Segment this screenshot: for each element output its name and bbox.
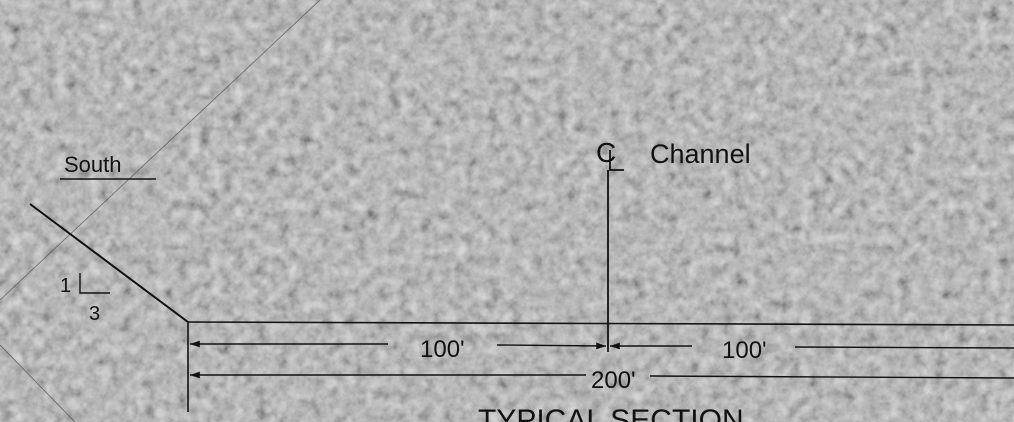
- slope-run: 3: [89, 303, 100, 325]
- section-title: TYPICAL SECTION: [478, 404, 744, 422]
- centerline-symbol: C: [596, 137, 616, 168]
- dim-left-text: 100': [420, 336, 465, 363]
- dim-total-text: 200': [591, 367, 636, 394]
- dim-right-text: 100': [722, 337, 767, 364]
- slope-rise: 1: [60, 275, 71, 297]
- south-label: South: [64, 152, 122, 177]
- channel-label: Channel: [650, 139, 751, 169]
- dim-left-line-b: [497, 345, 606, 346]
